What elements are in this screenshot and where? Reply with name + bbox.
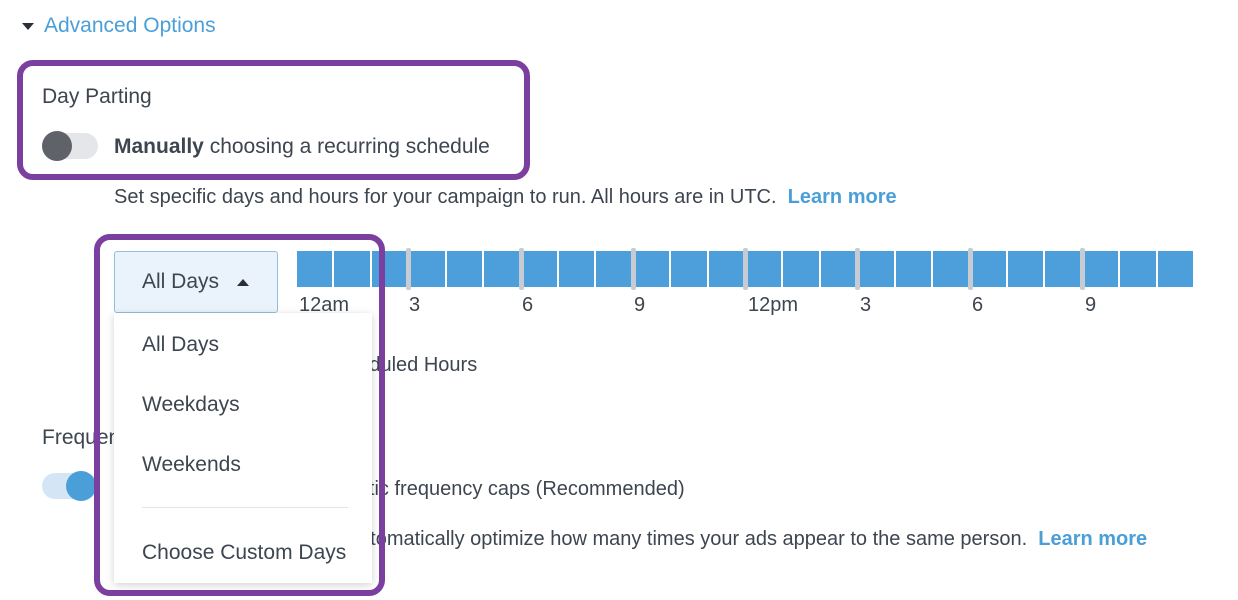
hour-cell[interactable] — [484, 248, 524, 290]
advanced-options-toggle[interactable]: Advanced Options — [22, 14, 216, 38]
hour-tick — [518, 248, 524, 290]
hour-label: 3 — [860, 294, 872, 316]
hour-cell[interactable] — [633, 251, 672, 287]
hour-tick — [630, 248, 636, 290]
hour-label: 6 — [522, 294, 534, 316]
frequency-learn-more-link[interactable]: Learn more — [1038, 528, 1148, 550]
hour-grid — [297, 248, 1194, 290]
highlight-box-dropdown — [94, 234, 385, 596]
toggle-knob — [42, 131, 72, 161]
hour-label: 6 — [972, 294, 984, 316]
hour-label: 9 — [634, 294, 646, 316]
days-dropdown-selected: All Days — [142, 270, 220, 293]
toggle-knob — [66, 471, 96, 501]
day-parting-toggle[interactable] — [42, 131, 98, 161]
dropdown-option-custom-days[interactable]: Choose Custom Days — [142, 541, 347, 564]
day-parting-description: Set specific days and hours for your cam… — [114, 186, 897, 209]
day-parting-toggle-label: Manually choosing a recurring schedule — [114, 135, 490, 159]
frequency-description: We'll automatically optimize how many ti… — [300, 528, 1147, 551]
hour-cell[interactable] — [708, 248, 749, 290]
hour-cell[interactable] — [970, 251, 1009, 287]
hour-label: 3 — [409, 294, 421, 316]
days-dropdown-menu: All Days Weekdays Weekends Choose Custom… — [114, 313, 372, 583]
advanced-options-title: Advanced Options — [44, 14, 216, 37]
toggle-label-rest: choosing a recurring schedule — [203, 135, 490, 158]
hour-cell[interactable] — [933, 248, 973, 290]
hour-cell[interactable] — [558, 251, 597, 287]
frequency-toggle[interactable] — [42, 471, 98, 501]
hour-cell[interactable] — [858, 251, 896, 287]
toggle-label-bold: Manually — [114, 135, 204, 158]
day-parting-description-text: Set specific days and hours for your cam… — [114, 186, 777, 208]
days-dropdown-trigger[interactable]: All Days — [114, 251, 278, 313]
hour-cell[interactable] — [409, 251, 447, 287]
hour-cell[interactable] — [783, 251, 821, 287]
dropdown-divider — [142, 507, 348, 508]
hour-label: 9 — [1085, 294, 1097, 316]
hour-cell[interactable] — [671, 251, 709, 287]
hour-tick — [1079, 248, 1085, 290]
hour-tick — [967, 248, 973, 290]
hour-label: 12am — [299, 294, 350, 316]
hour-cell[interactable] — [371, 248, 412, 290]
frequency-toggle-label: Automatic frequency caps (Recommended) — [300, 478, 685, 500]
hour-cell[interactable] — [820, 248, 861, 290]
hour-tick — [406, 248, 412, 290]
hour-tick — [743, 248, 749, 290]
frequency-description-text: We'll automatically optimize how many ti… — [300, 528, 1028, 550]
hour-cell[interactable] — [1120, 251, 1158, 287]
hour-tick — [855, 248, 861, 290]
hour-cell[interactable] — [1045, 248, 1085, 290]
caret-down-icon — [22, 22, 34, 30]
hour-cell[interactable] — [521, 251, 559, 287]
hour-cell[interactable] — [895, 251, 934, 287]
hour-cell[interactable] — [746, 251, 784, 287]
highlight-box-day-parting — [17, 60, 530, 180]
hour-cell[interactable] — [1008, 251, 1046, 287]
day-parting-label: Day Parting — [42, 85, 152, 108]
hour-cell[interactable] — [1082, 251, 1121, 287]
dropdown-option-weekdays[interactable]: Weekdays — [142, 393, 240, 416]
hour-cell[interactable] — [297, 251, 335, 287]
hour-label: 12pm — [748, 294, 799, 316]
dropdown-option-weekends[interactable]: Weekends — [142, 453, 241, 476]
hour-cell[interactable] — [1157, 251, 1194, 287]
hour-cell[interactable] — [446, 251, 485, 287]
day-parting-learn-more-link[interactable]: Learn more — [787, 186, 897, 208]
dropdown-option-all-days[interactable]: All Days — [142, 333, 220, 356]
hour-cell[interactable] — [596, 248, 636, 290]
caret-up-icon — [237, 278, 250, 286]
hour-cell[interactable] — [334, 251, 372, 287]
